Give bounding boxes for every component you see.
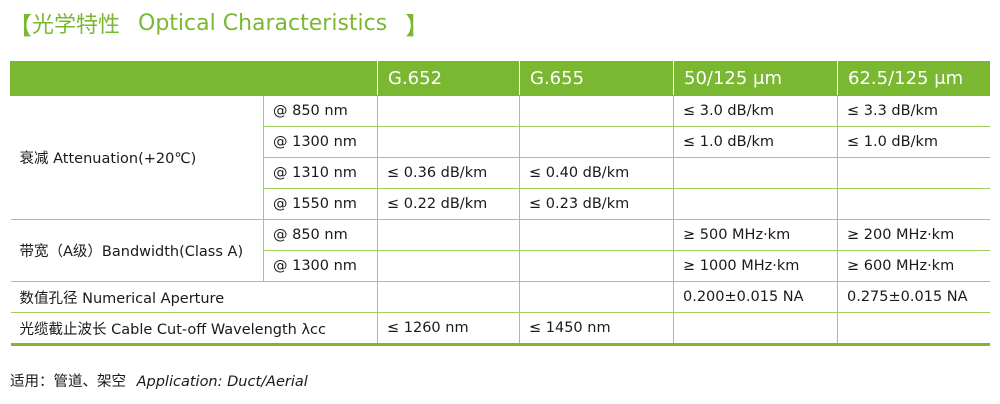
value-cell-50-125: ≥ 500 MHz·km	[673, 219, 838, 251]
group-label-bandwidth: 带宽（A级）Bandwidth(Class A)	[10, 219, 264, 282]
value-cell-g655	[519, 281, 674, 313]
table-row: 带宽（A级）Bandwidth(Class A) @ 850 nm ≥ 500 …	[10, 219, 990, 282]
value-cell-62-5-125	[837, 188, 990, 220]
value-cell-g655: ≤ 1450 nm	[519, 312, 674, 346]
value-cell-50-125	[673, 157, 838, 189]
value-cell-62-5-125	[837, 312, 990, 346]
value-cell-62-5-125: 0.275±0.015 NA	[837, 281, 990, 313]
wavelength-cell: @ 1300 nm	[263, 126, 378, 158]
value-cell-g655: ≤ 0.40 dB/km	[519, 157, 674, 189]
value-cell-50-125	[673, 188, 838, 220]
value-cell-50-125: ≥ 1000 MHz·km	[673, 250, 838, 282]
table-row: @ 1310 nm ≤ 0.36 dB/km ≤ 0.40 dB/km	[11, 157, 990, 189]
value-cell-50-125	[673, 312, 838, 346]
value-cell-g652	[377, 126, 520, 158]
value-cell-g652	[377, 281, 520, 313]
value-cell-g652	[377, 219, 520, 251]
wavelength-cell: @ 850 nm	[263, 95, 378, 127]
value-cell-50-125: ≤ 1.0 dB/km	[673, 126, 838, 158]
column-header-50-125: 50/125 μm	[673, 61, 838, 96]
value-cell-62-5-125: ≤ 3.3 dB/km	[837, 95, 990, 127]
application-note-en: Application: Duct/Aerial	[136, 374, 308, 390]
value-cell-62-5-125: ≥ 200 MHz·km	[837, 219, 990, 251]
value-cell-g652: ≤ 0.22 dB/km	[377, 188, 520, 220]
value-cell-g655	[519, 219, 674, 251]
value-cell-g655	[519, 250, 674, 282]
wavelength-cell: @ 850 nm	[263, 219, 378, 251]
value-cell-g652	[377, 250, 520, 282]
table-row: @ 1300 nm ≥ 1000 MHz·km ≥ 600 MHz·km	[11, 250, 990, 282]
value-cell-g655: ≤ 0.23 dB/km	[519, 188, 674, 220]
wavelength-cell: @ 1300 nm	[263, 250, 378, 282]
title-close-bracket: 】	[405, 11, 430, 40]
optical-characteristics-table: G.652 G.655 50/125 μm 62.5/125 μm 衰减 Att…	[10, 61, 990, 346]
column-header-g655: G.655	[519, 61, 674, 96]
title-open-bracket: 【	[8, 11, 32, 40]
value-cell-g655	[519, 95, 674, 127]
group-label-cutoff-wavelength: 光缆截止波长 Cable Cut-off Wavelength λcc	[10, 312, 378, 346]
table-row: 数值孔径 Numerical Aperture 0.200±0.015 NA 0…	[10, 281, 990, 313]
application-note: 适用：管道、架空 Application: Duct/Aerial	[10, 370, 308, 391]
group-label-attenuation: 衰减 Attenuation(+20℃)	[10, 95, 264, 220]
value-cell-50-125: ≤ 3.0 dB/km	[673, 95, 838, 127]
table-row: 光缆截止波长 Cable Cut-off Wavelength λcc ≤ 12…	[10, 312, 990, 346]
header-blank-cell	[10, 61, 378, 96]
application-note-zh: 适用：管道、架空	[10, 374, 126, 390]
column-header-g652: G.652	[377, 61, 520, 96]
table-row: @ 1300 nm ≤ 1.0 dB/km ≤ 1.0 dB/km	[11, 126, 990, 158]
group-label-numerical-aperture: 数值孔径 Numerical Aperture	[10, 281, 378, 313]
table-header-row: G.652 G.655 50/125 μm 62.5/125 μm	[10, 61, 990, 96]
value-cell-g655	[519, 126, 674, 158]
value-cell-50-125: 0.200±0.015 NA	[673, 281, 838, 313]
title-en: Optical Characteristics	[138, 10, 388, 36]
title-zh: 光学特性	[32, 13, 121, 38]
section-title: 【 光学特性 Optical Characteristics 】	[8, 6, 429, 40]
value-cell-g652: ≤ 1260 nm	[377, 312, 520, 346]
value-cell-62-5-125	[837, 157, 990, 189]
value-cell-62-5-125: ≥ 600 MHz·km	[837, 250, 990, 282]
wavelength-cell: @ 1310 nm	[263, 157, 378, 189]
value-cell-g652: ≤ 0.36 dB/km	[377, 157, 520, 189]
wavelength-cell: @ 1550 nm	[263, 188, 378, 220]
table-row: 衰减 Attenuation(+20℃) @ 850 nm ≤ 3.0 dB/k…	[10, 95, 990, 220]
value-cell-g652	[377, 95, 520, 127]
value-cell-62-5-125: ≤ 1.0 dB/km	[837, 126, 990, 158]
column-header-62-5-125: 62.5/125 μm	[837, 61, 990, 96]
